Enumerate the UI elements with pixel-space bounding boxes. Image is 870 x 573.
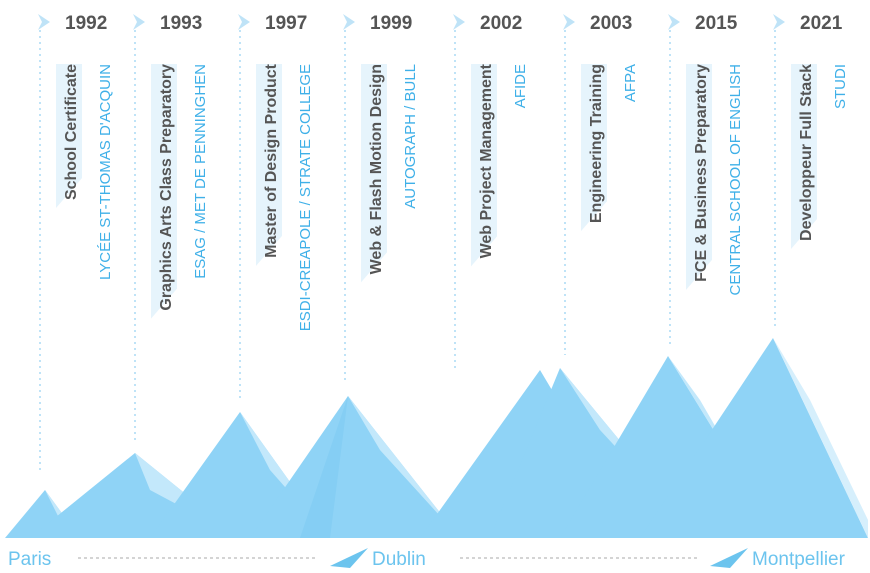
plane-icon (710, 548, 748, 568)
entry-school: ESDI-CREAPOLE / STRATE COLLEGE (297, 64, 314, 331)
entry-title: FCE & Business Preparatory (693, 64, 710, 282)
entry-title: School Certificate (63, 64, 80, 200)
entry-title: Developpeur Full Stack (798, 64, 815, 241)
location: Montpellier (752, 549, 846, 570)
chevron (563, 14, 575, 30)
year: 2015 (695, 13, 738, 34)
location: Paris (8, 549, 51, 570)
chevron (668, 14, 680, 30)
year: 1993 (160, 13, 202, 34)
locations-row: Paris Dublin Montpellier (8, 548, 846, 570)
chevron (133, 14, 145, 30)
plane-icon (330, 548, 368, 568)
entry-title: Master of Design Product (263, 63, 280, 257)
year: 1992 (65, 13, 107, 34)
year: 2002 (480, 13, 522, 34)
timeline-items: 1992 School Certificate LYCÉE ST-THOMAS D'… (38, 13, 849, 470)
entry-school: AFPA (622, 64, 639, 102)
entry-school: AFIDE (512, 64, 529, 108)
year: 2021 (800, 13, 843, 34)
entry-school: STUDI (832, 64, 849, 109)
entry-school: LYCÉE ST-THOMAS D'ACQUIN (97, 64, 114, 280)
entry-school: CENTRAL SCHOOL OF ENGLISH (727, 64, 744, 295)
entry-title: Engineering Training (588, 64, 605, 223)
entry-title: Web & Flash Motion Design (368, 64, 385, 274)
year: 1999 (370, 13, 412, 34)
entry-school: ESAG / MET DE PENNINGHEN (192, 64, 209, 279)
entry-title: Graphics Arts Class Preparatory (158, 64, 175, 311)
chevron (238, 14, 250, 30)
chevron (773, 14, 785, 30)
timeline-infographic: 1992 School Certificate LYCÉE ST-THOMAS D'… (0, 0, 870, 573)
year: 1997 (265, 13, 307, 34)
location: Dublin (372, 549, 426, 570)
chevron (38, 14, 50, 30)
year: 2003 (590, 13, 632, 34)
chevron (343, 14, 355, 30)
entry-title: Web Project Management (478, 63, 495, 258)
entry-school: AUTOGRAPH / BULL (402, 64, 419, 209)
chevron (453, 14, 465, 30)
